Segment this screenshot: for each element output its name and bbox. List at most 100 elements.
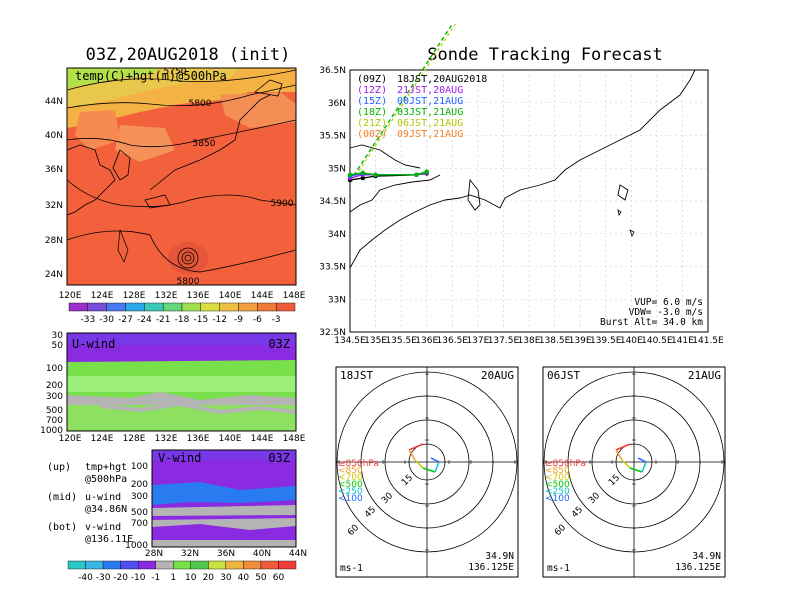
lon-tick-label: 141E <box>671 336 694 346</box>
pressure-tick-label: 500 <box>131 508 148 518</box>
temp-map-panel: temp(C)+hgt(m)@500hPa <box>66 67 297 286</box>
lat-tick-label: 35N <box>328 164 346 174</box>
pressure-tick-label: 200 <box>131 480 148 490</box>
temp-colorbar-swatch <box>144 302 164 312</box>
legend-time: 21JST,20AUG <box>397 85 463 96</box>
lon-tick-label: 137E <box>466 336 489 346</box>
track-panel <box>349 69 709 333</box>
wind-colorbar-swatch <box>102 560 121 570</box>
hodograph-unit: ms-1 <box>340 563 363 574</box>
lat-tick-label: 28N <box>45 236 63 246</box>
hodograph-trace-segment <box>629 467 643 473</box>
lon-tick-label: 135.5E <box>385 336 417 346</box>
lat-tick-label: 24N <box>45 270 63 280</box>
lon-tick-label: 135E <box>364 336 387 346</box>
lon-tick-label: 140E <box>620 336 643 346</box>
pressure-tick-label: 300 <box>131 492 148 502</box>
contour-label: 5750 <box>164 67 187 77</box>
lon-tick-label: 124E <box>91 434 114 444</box>
temp-colorbar-label: -30 <box>99 315 114 325</box>
hodograph-lat: 34.9N <box>692 551 721 562</box>
hodograph-trace-segment <box>422 467 436 473</box>
hodograph-lon: 136.125E <box>675 562 721 573</box>
contour-label: 5800 <box>189 99 212 109</box>
track-param: VDW= -3.0 m/s <box>629 307 703 318</box>
wind-colorbar-label: -1 <box>151 573 160 583</box>
legend-time: 18JST,20AUG2018 <box>397 74 487 85</box>
map-contour-labels: 5750 5800 5850 5900 5800 <box>164 67 294 287</box>
track-lat-ticks: 36.5N 36N 35.5N 35N 34.5N 34N 33.5N 33N 32.5N <box>319 66 346 338</box>
v-wind-time: 03Z <box>268 451 290 465</box>
pressure-tick-label: 1000 <box>40 426 63 436</box>
wind-colorbar-label: -30 <box>96 573 111 583</box>
note-value-2: @500hPa <box>85 474 127 485</box>
lon-tick-label: 140.5E <box>641 336 673 346</box>
contour-label: 5800 <box>177 277 200 287</box>
hodograph-trace-segment <box>615 449 623 461</box>
pressure-tick-label: 700 <box>46 416 63 426</box>
lat-tick-label: 36N <box>328 99 346 109</box>
lon-tick-label: 140E <box>219 434 242 444</box>
lon-tick-label: 138E <box>518 336 541 346</box>
lat-tick-label: 40N <box>45 131 63 141</box>
hodograph-legend-item: ≥850hPa <box>545 459 586 469</box>
map-lat-ticks: 44N 40N 36N 32N 28N 24N <box>45 97 63 280</box>
lon-tick-label: 136.5E <box>437 336 469 346</box>
lat-tick-label: 33N <box>328 295 346 305</box>
temp-colorbar-label: -27 <box>118 315 133 325</box>
legend-time: 03JST,21AUG <box>397 107 463 118</box>
hodograph-legend-item: <100 <box>338 494 363 504</box>
temp-colorbar-swatch <box>238 302 258 312</box>
left-title: 03Z,20AUG2018 (init) <box>86 45 291 65</box>
pressure-tick-label: 30 <box>52 331 64 341</box>
hodograph-legend-item: <850 <box>338 466 363 476</box>
wind-colorbar-swatch <box>243 560 262 570</box>
pressure-tick-label: 200 <box>46 381 63 391</box>
lon-tick-label: 148E <box>283 291 306 301</box>
note-key: (up) <box>47 462 71 473</box>
hodograph-trace-segment <box>615 443 631 451</box>
lon-tick-label: 134.5E <box>334 336 366 346</box>
lon-tick-label: 140E <box>219 291 242 301</box>
lon-tick-label: 144E <box>251 291 274 301</box>
hodograph-trace-segment <box>408 449 416 461</box>
lon-tick-label: 137.5E <box>488 336 520 346</box>
lon-tick-label: 141.5E <box>692 336 724 346</box>
lon-tick-label: 128E <box>123 434 146 444</box>
hodograph-trace-segment <box>430 457 440 463</box>
wind-colorbar-swatch <box>67 560 86 570</box>
track-point <box>414 172 419 177</box>
hodograph-legend-item: <500 <box>545 480 570 490</box>
u-wind-lon-ticks: 120E 124E 128E 132E 136E 140E 144E 148E <box>59 434 306 444</box>
lat-tick-label: 36N <box>45 165 63 175</box>
lon-tick-label: 128E <box>123 291 146 301</box>
wind-colorbar-swatch <box>85 560 104 570</box>
contour-label: 5900 <box>271 199 294 209</box>
u-wind-panel: U-wind 03Z <box>66 332 297 432</box>
wind-colorbar-label: 40 <box>238 573 250 583</box>
wind-colorbar-swatch <box>278 560 297 570</box>
hodograph-trace-segment <box>621 459 631 469</box>
lon-tick-label: 144E <box>251 434 274 444</box>
u-wind-label: U-wind <box>72 337 115 351</box>
legend-time: 06JST,21AUG <box>397 118 463 129</box>
lon-tick-label: 132E <box>155 434 178 444</box>
hodograph-trace-segment <box>414 459 424 469</box>
v-wind-panel: V-wind 03Z <box>151 449 297 548</box>
legend-code: (15Z) <box>357 96 387 107</box>
hodograph-trace-segment <box>641 461 647 473</box>
lat-tick-label: 44N <box>45 97 63 107</box>
hodograph-legend-item: <250 <box>338 487 363 497</box>
wind-colorbar-swatch <box>155 560 174 570</box>
wind-colorbar-swatch <box>173 560 191 570</box>
wind-colorbar-label: 60 <box>273 573 285 583</box>
wind-colorbar-swatch <box>208 560 227 570</box>
hodograph-trace-segment <box>408 443 424 451</box>
note-value: tmp+hgt <box>85 462 127 473</box>
hodograph-date: 21AUG <box>688 369 721 382</box>
wind-colorbar-label: 50 <box>255 573 267 583</box>
pressure-tick-label: 100 <box>46 364 63 374</box>
